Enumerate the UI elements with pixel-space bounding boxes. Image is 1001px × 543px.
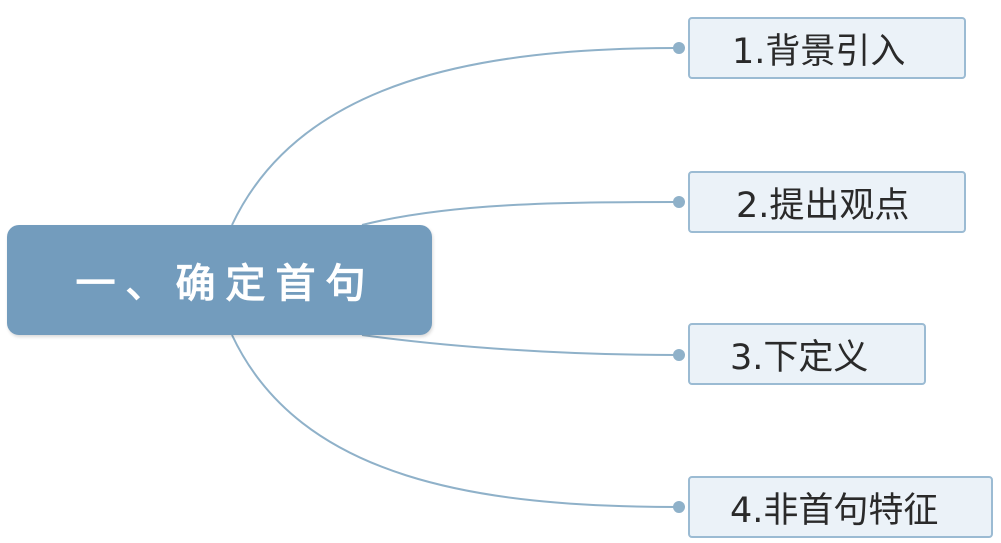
connector-branch-1 (231, 47, 679, 226)
root-topic-node[interactable]: 一、确定首句 (7, 225, 432, 335)
branch-node-propose-viewpoint[interactable]: 2.提出观点 (688, 171, 966, 233)
connector-dot-2 (673, 196, 685, 208)
connector-branch-2 (361, 201, 679, 226)
branch-label: 4.非首句特征 (730, 490, 939, 531)
connector-dot-1 (673, 42, 685, 54)
connector-branch-3 (361, 334, 679, 356)
connector-dot-3 (673, 349, 685, 361)
connector-dot-4 (673, 501, 685, 513)
root-topic-label: 一、确定首句 (75, 260, 376, 307)
branch-node-non-first-sentence-features[interactable]: 4.非首句特征 (688, 476, 993, 538)
branch-node-definition[interactable]: 3.下定义 (688, 323, 926, 385)
branch-label: 3.下定义 (730, 337, 869, 378)
branch-node-background-intro[interactable]: 1.背景引入 (688, 17, 966, 79)
branch-label: 2.提出观点 (736, 185, 910, 226)
connector-branch-4 (231, 334, 679, 508)
branch-label: 1.背景引入 (732, 31, 906, 72)
